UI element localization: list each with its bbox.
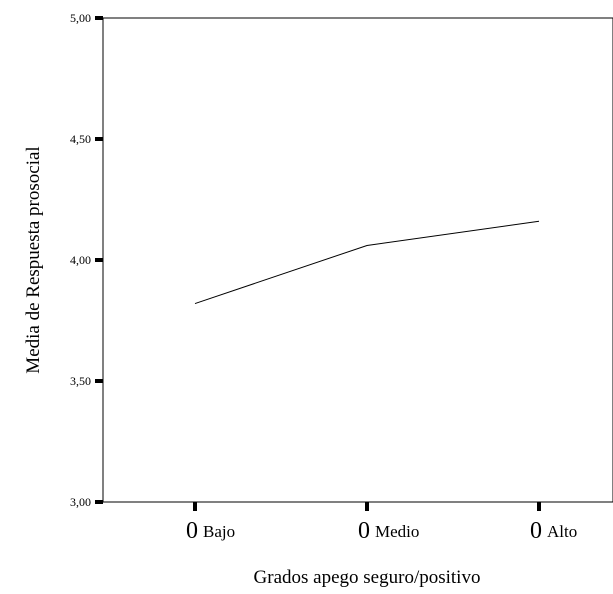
x-tick-label: Alto (547, 522, 577, 541)
y-tick-label: 5,00 (70, 11, 91, 25)
x-tick-prefix: 0 (358, 518, 370, 544)
y-tick-label: 4,00 (70, 253, 91, 267)
series-group (194, 220, 540, 305)
y-axis-ticks: 3,00 3,50 4,00 4,50 5,00 (70, 11, 103, 509)
x-tick-prefix: 0 (530, 518, 542, 544)
y-tick-label: 3,00 (70, 495, 91, 509)
y-axis-title: Media de Respuesta prosocial (23, 146, 44, 373)
x-tick-label: Medio (375, 522, 419, 541)
x-tick-label: Bajo (203, 522, 235, 541)
plot-area (102, 17, 613, 503)
x-tick-prefix: 0 (186, 518, 198, 544)
series-line (194, 220, 540, 305)
y-tick-label: 4,50 (70, 132, 91, 146)
y-tick-label: 3,50 (70, 374, 91, 388)
x-axis-ticks: 0 Bajo 0 Medio 0 Alto (186, 502, 577, 544)
x-axis-title: Grados apego seguro/positivo (254, 567, 481, 588)
